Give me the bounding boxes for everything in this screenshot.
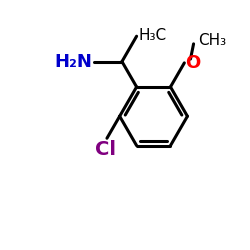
Text: H₂N: H₂N xyxy=(55,52,93,70)
Text: H₃C: H₃C xyxy=(138,28,166,43)
Text: Cl: Cl xyxy=(95,140,116,159)
Text: CH₃: CH₃ xyxy=(198,33,226,48)
Text: O: O xyxy=(185,54,200,72)
